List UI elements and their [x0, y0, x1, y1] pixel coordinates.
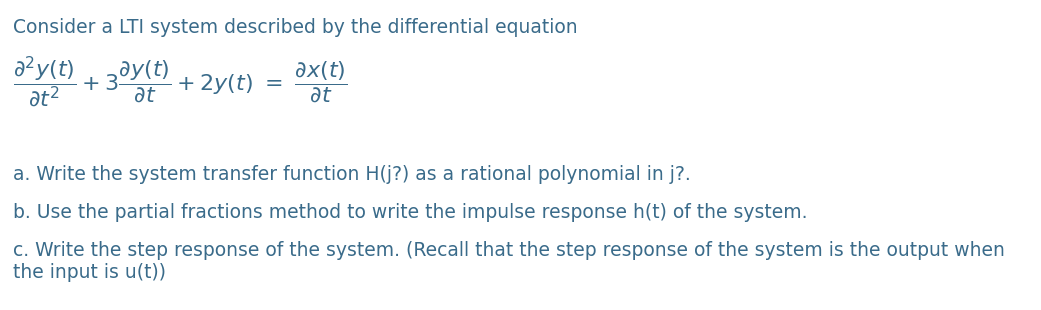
Text: b. Use the partial fractions method to write the impulse response h(t) of the sy: b. Use the partial fractions method to w… [12, 203, 808, 222]
Text: Consider a LTI system described by the differential equation: Consider a LTI system described by the d… [12, 18, 578, 37]
Text: a. Write the system transfer function H(j?) as a rational polynomial in j?.: a. Write the system transfer function H(… [12, 165, 691, 184]
Text: $\dfrac{\partial^2 y(t)}{\partial t^2} + 3\dfrac{\partial y(t)}{\partial t} + 2y: $\dfrac{\partial^2 y(t)}{\partial t^2} +… [12, 55, 348, 110]
Text: c. Write the step response of the system. (Recall that the step response of the : c. Write the step response of the system… [12, 241, 1005, 282]
